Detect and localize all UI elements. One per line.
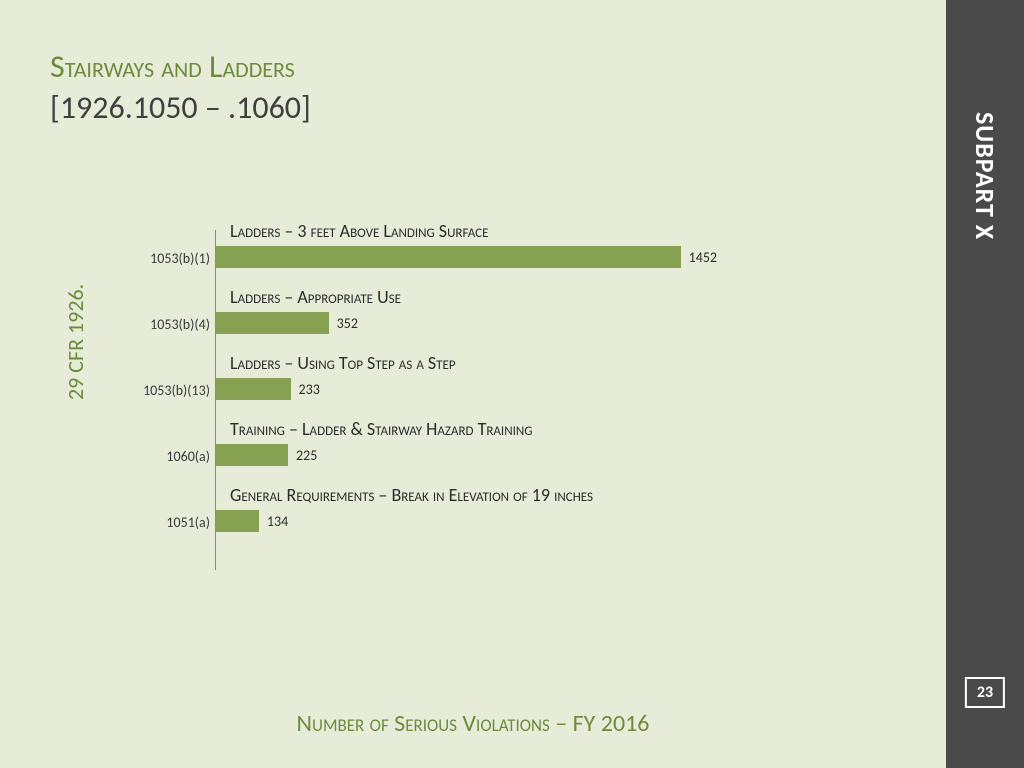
bar-wrap: 225 [216, 444, 317, 466]
row-code: 1053(b)(1) [120, 250, 210, 267]
chart-row: Ladders – Using Top Step as a Step 1053(b… [120, 352, 880, 416]
bar-value: 233 [299, 381, 320, 398]
chart-row: General Requirements – Break in Elevatio… [120, 484, 880, 548]
chart-row: Ladders – 3 feet Above Landing Surface 10… [120, 220, 880, 284]
bar-wrap: 1452 [216, 246, 717, 268]
row-code: 1053(b)(13) [120, 382, 210, 399]
row-description: Training – Ladder & Stairway Hazard Trai… [230, 418, 532, 440]
main-area: Stairways and Ladders [1926.1050 – .1060… [0, 0, 946, 768]
bar [216, 444, 288, 466]
slide: Stairways and Ladders [1926.1050 – .1060… [0, 0, 1024, 768]
row-description: Ladders – 3 feet Above Landing Surface [230, 220, 488, 242]
bar [216, 246, 681, 268]
title-block: Stairways and Ladders [1926.1050 – .1060… [50, 48, 311, 131]
row-code: 1053(b)(4) [120, 316, 210, 333]
row-description: Ladders – Using Top Step as a Step [230, 352, 456, 374]
x-axis-label: Number of Serious Violations – FY 2016 [0, 709, 946, 738]
row-code: 1060(a) [120, 448, 210, 465]
title-line1: Stairways and Ladders [50, 48, 311, 86]
bar-wrap: 134 [216, 510, 288, 532]
row-description: General Requirements – Break in Elevatio… [230, 484, 593, 506]
page-number: 23 [965, 677, 1005, 708]
bar [216, 312, 329, 334]
title-line2: [1926.1050 – .1060] [50, 86, 311, 131]
chart-row: Ladders – Appropriate Use 1053(b)(4) 352 [120, 286, 880, 350]
bar-wrap: 233 [216, 378, 320, 400]
bar-wrap: 352 [216, 312, 358, 334]
violations-bar-chart: Ladders – 3 feet Above Landing Surface 10… [120, 220, 880, 550]
chart-row: Training – Ladder & Stairway Hazard Trai… [120, 418, 880, 482]
bar-value: 225 [296, 447, 317, 464]
bar [216, 510, 259, 532]
sidebar: SUBPART X 23 [946, 0, 1024, 768]
subpart-label: SUBPART X [969, 112, 1001, 240]
bar-value: 1452 [689, 249, 717, 266]
row-description: Ladders – Appropriate Use [230, 286, 401, 308]
bar-value: 134 [267, 513, 288, 530]
row-code: 1051(a) [120, 514, 210, 531]
bar-value: 352 [337, 315, 358, 332]
y-axis-label: 29 CFR 1926. [62, 284, 89, 400]
bar [216, 378, 291, 400]
